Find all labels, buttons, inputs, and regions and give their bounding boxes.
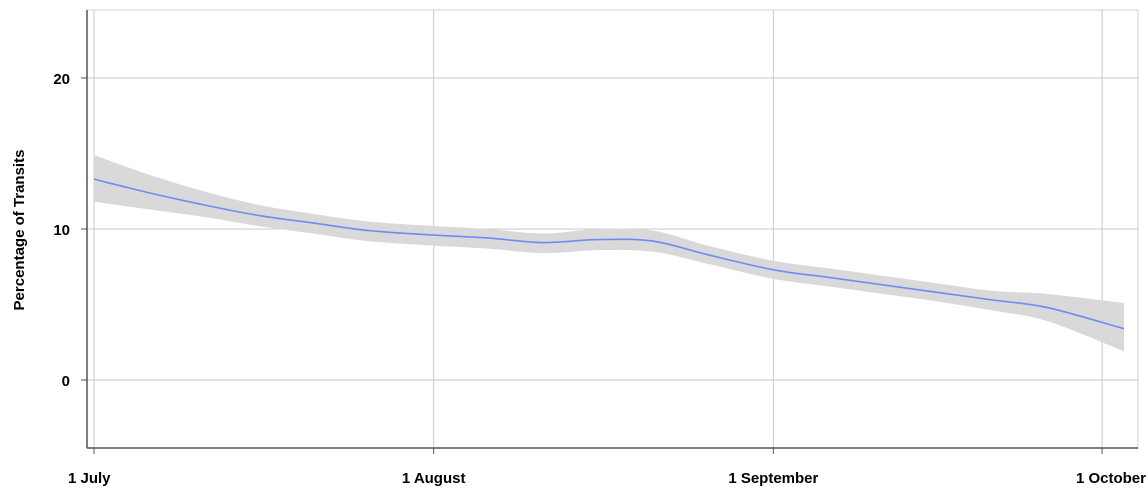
x-tick-label: 1 October	[1076, 470, 1146, 487]
y-axis-title: Percentage of Transits	[11, 150, 28, 311]
x-tick-label: 1 September	[728, 470, 818, 487]
y-tick-label: 10	[53, 222, 70, 239]
tick-labels: 1 July 1 August 1 September 1 October 0 10 20	[53, 71, 1146, 487]
confidence-band-layer	[94, 155, 1124, 351]
y-tick-label: 0	[62, 373, 70, 390]
x-tick-label: 1 July	[68, 470, 111, 487]
y-tick-label: 20	[53, 71, 70, 88]
confidence-band	[94, 155, 1124, 351]
x-tick-label: 1 August	[402, 470, 466, 487]
